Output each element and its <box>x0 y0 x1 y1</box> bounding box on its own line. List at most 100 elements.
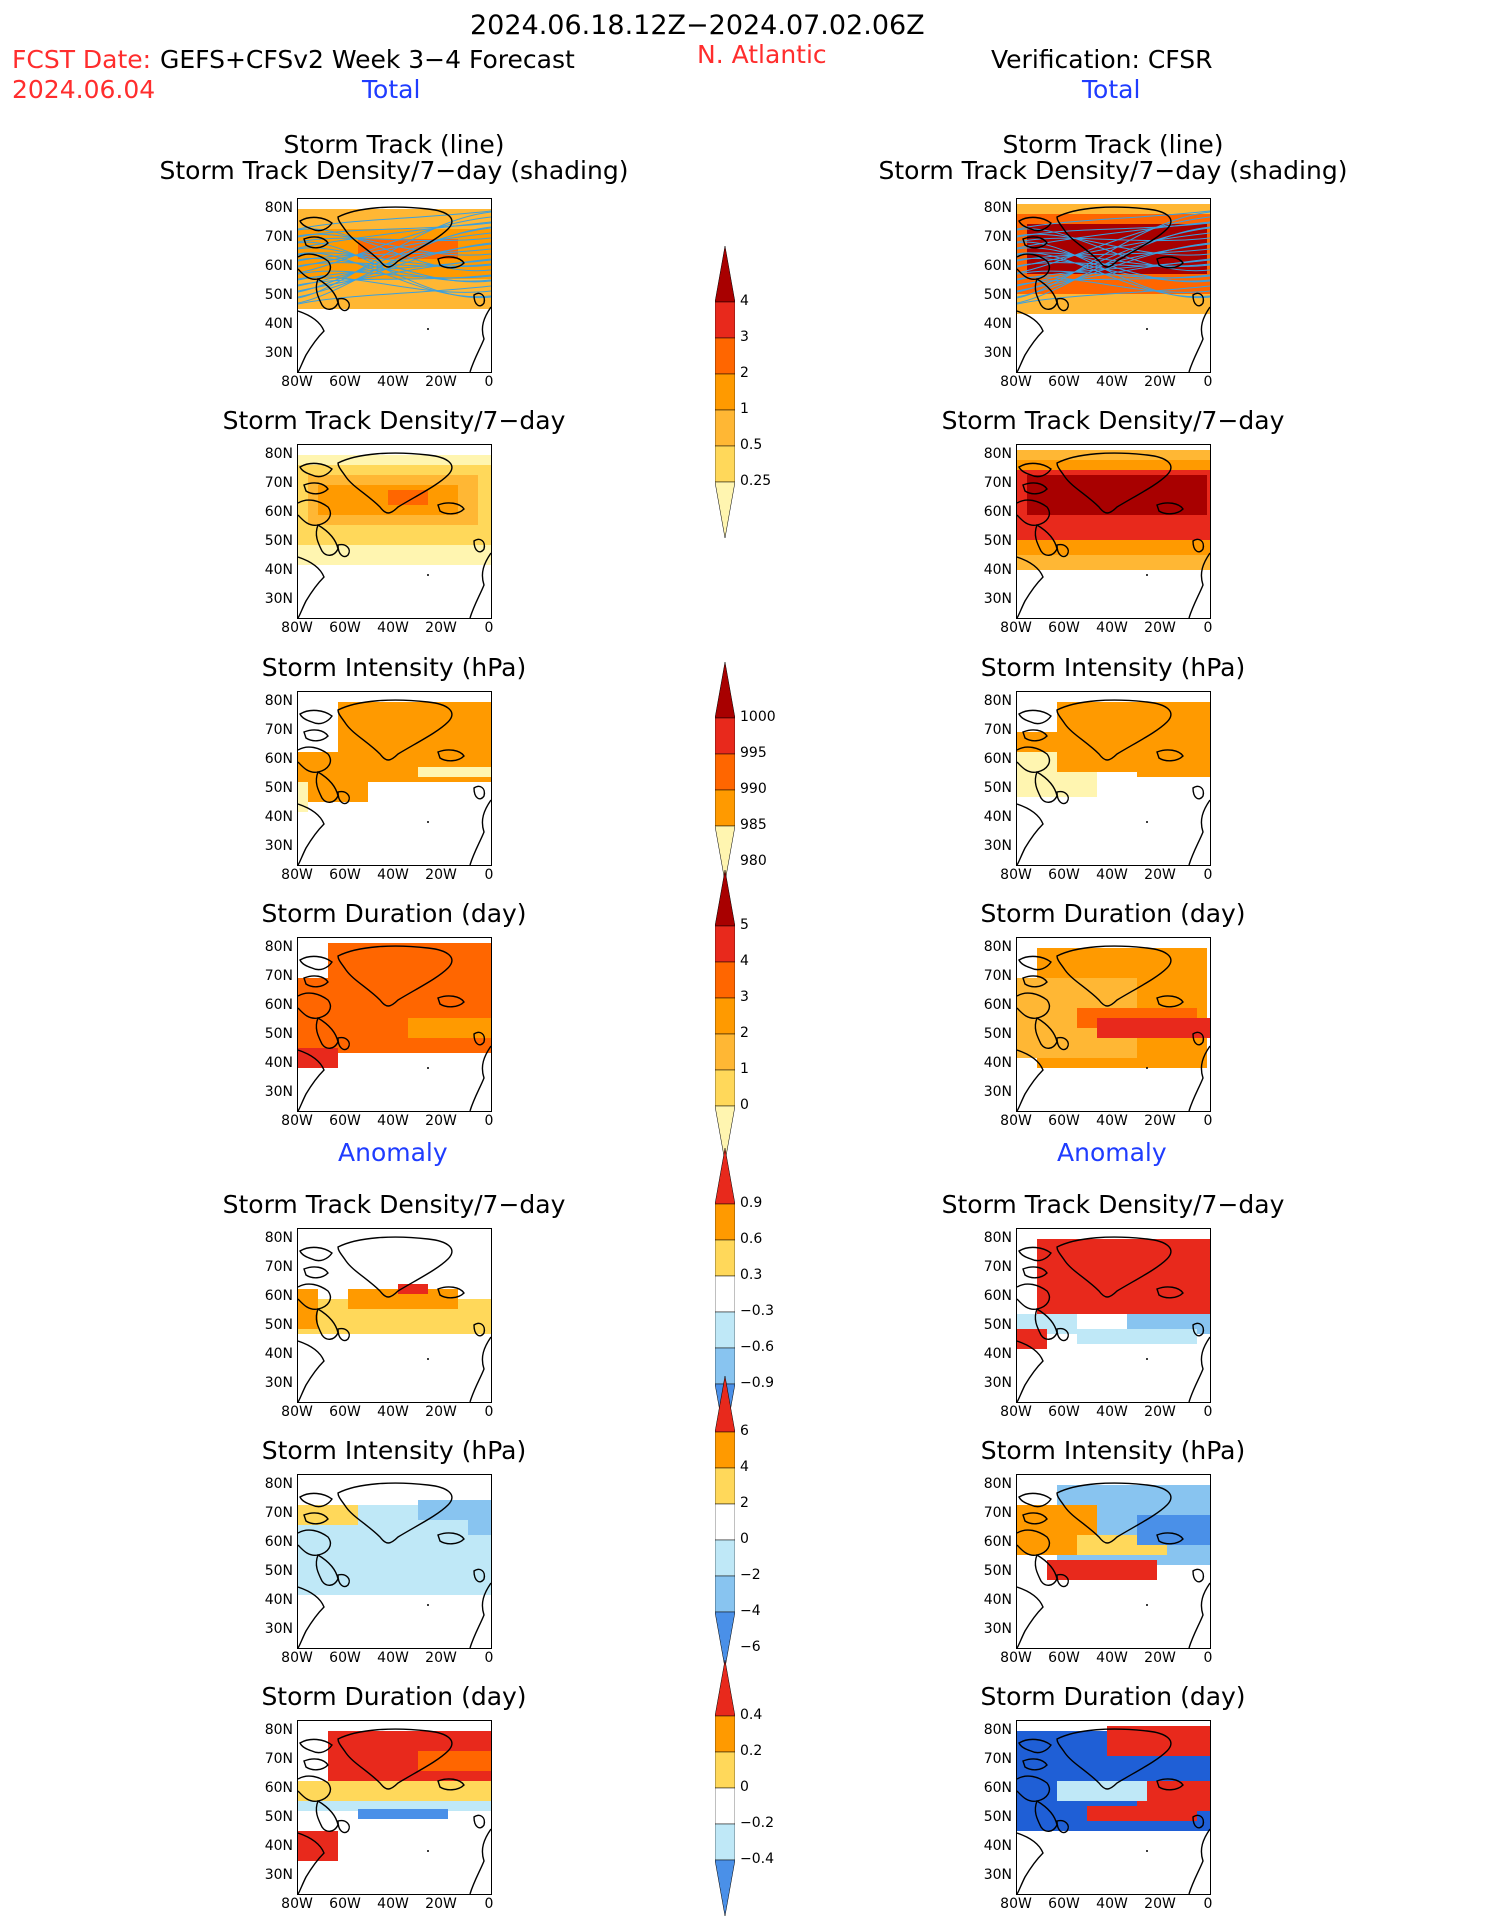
colorbar-tick-label: 1000 <box>740 709 776 725</box>
verification-label: Verification: CFSR <box>991 45 1213 74</box>
colorbar-tick-label: 0.5 <box>740 437 763 453</box>
lon-label: 80W <box>281 1113 313 1129</box>
anomaly-left-heading: Anomaly <box>338 1138 448 1167</box>
lat-label: 60N <box>264 504 293 520</box>
fcst-title-density: Storm Track Density/7−day <box>222 406 566 435</box>
lon-label: 80W <box>281 867 313 883</box>
lat-label: 50N <box>264 1026 293 1042</box>
lon-label: 40W <box>1096 1896 1128 1912</box>
lat-label: 80N <box>983 693 1012 709</box>
lon-label: 0 <box>484 1650 494 1666</box>
verif-map-intensity <box>1016 1474 1211 1649</box>
lat-label: 40N <box>264 809 293 825</box>
lat-label: 50N <box>983 1026 1012 1042</box>
map-canvas <box>1017 1236 1210 1402</box>
lat-label: 50N <box>264 287 293 303</box>
lon-label: 80W <box>1000 1404 1032 1420</box>
lon-label: 60W <box>329 620 361 636</box>
fcst-title-duration: Storm Duration (day) <box>261 899 527 928</box>
lat-label: 80N <box>264 1230 293 1246</box>
lon-label: 40W <box>377 374 409 390</box>
lon-label: 40W <box>1096 620 1128 636</box>
lon-label: 60W <box>329 1896 361 1912</box>
lon-label: 0 <box>1203 1404 1213 1420</box>
lon-label: 0 <box>1203 1896 1213 1912</box>
lat-label: 70N <box>983 475 1012 491</box>
lon-label: 80W <box>1000 1650 1032 1666</box>
lon-label: 0 <box>1203 1113 1213 1129</box>
lon-label: 20W <box>1144 620 1176 636</box>
lat-label: 70N <box>264 229 293 245</box>
lon-label: 80W <box>281 374 313 390</box>
colorbar-tick-label: 990 <box>740 781 767 797</box>
verif-map-density <box>1016 444 1211 619</box>
lat-label: 40N <box>983 1346 1012 1362</box>
colorbar-tick-label: 0.3 <box>740 1267 763 1283</box>
fcst-map-density <box>297 1228 492 1403</box>
colorbar-tick-label: 2 <box>740 1495 749 1511</box>
lat-label: 80N <box>264 200 293 216</box>
colorbar-tick-label: 6 <box>740 1423 749 1439</box>
lat-label: 30N <box>264 591 293 607</box>
region-label: N. Atlantic <box>697 40 827 69</box>
lat-label: 50N <box>983 1317 1012 1333</box>
colorbar-tick-label: 0 <box>740 1779 749 1795</box>
lon-label: 20W <box>1144 1650 1176 1666</box>
verif-map-intensity <box>1016 691 1211 866</box>
lat-label: 50N <box>983 1563 1012 1579</box>
colorbar-tick-label: −0.2 <box>740 1815 774 1831</box>
lat-label: 50N <box>983 533 1012 549</box>
colorbar-tick-label: −4 <box>740 1603 761 1619</box>
lat-label: 80N <box>983 200 1012 216</box>
lon-label: 80W <box>1000 1896 1032 1912</box>
lat-label: 40N <box>264 1346 293 1362</box>
total-left-heading: Total <box>362 75 421 104</box>
lat-label: 30N <box>264 1867 293 1883</box>
total-right-heading: Total <box>1082 75 1141 104</box>
lon-label: 40W <box>377 1896 409 1912</box>
map-canvas <box>1017 699 1210 865</box>
fcst-map-density <box>297 444 492 619</box>
model-label: GEFS+CFSv2 Week 3−4 Forecast <box>160 45 575 74</box>
map-canvas <box>298 1482 491 1648</box>
lon-label: 60W <box>1048 1650 1080 1666</box>
lat-label: 80N <box>264 1722 293 1738</box>
lon-label: 0 <box>484 374 494 390</box>
colorbar-tick-label: 0.6 <box>740 1231 763 1247</box>
fcst-map-intensity <box>297 691 492 866</box>
lon-label: 40W <box>377 1113 409 1129</box>
verif-title-track-shading: Storm Track Density/7−day (shading) <box>878 156 1348 185</box>
lon-label: 60W <box>329 1113 361 1129</box>
lat-label: 30N <box>264 838 293 854</box>
lon-label: 60W <box>1048 1896 1080 1912</box>
fcst-map-intensity <box>297 1474 492 1649</box>
lat-label: 30N <box>983 1084 1012 1100</box>
colorbar-tick-label: 0.9 <box>740 1195 763 1211</box>
lon-label: 60W <box>1048 1404 1080 1420</box>
colorbar-intensity-total: 1000 995 990 985 980 <box>714 661 776 883</box>
lat-label: 40N <box>983 316 1012 332</box>
verif-title-intensity: Storm Intensity (hPa) <box>980 653 1246 682</box>
lon-label: 40W <box>377 620 409 636</box>
map-canvas <box>298 1236 491 1402</box>
lat-label: 80N <box>983 446 1012 462</box>
lat-label: 60N <box>983 504 1012 520</box>
colorbar-duration-anomaly: 0.4 0.2 0 −0.2 −0.4 <box>714 1659 775 1917</box>
verif-map-track_line <box>1016 198 1211 373</box>
lat-label: 70N <box>264 968 293 984</box>
lon-label: 60W <box>329 374 361 390</box>
map-canvas <box>298 206 491 372</box>
colorbar-tick-label: 3 <box>740 329 749 345</box>
lat-label: 50N <box>983 287 1012 303</box>
lat-label: 50N <box>264 780 293 796</box>
lat-label: 60N <box>264 1534 293 1550</box>
verif-title-duration: Storm Duration (day) <box>980 899 1246 928</box>
lat-label: 60N <box>983 997 1012 1013</box>
lat-label: 60N <box>983 751 1012 767</box>
lat-label: 60N <box>264 1780 293 1796</box>
lat-label: 30N <box>983 591 1012 607</box>
lat-label: 70N <box>983 1259 1012 1275</box>
lat-label: 40N <box>264 1838 293 1854</box>
lat-label: 60N <box>983 1534 1012 1550</box>
lon-label: 40W <box>1096 1404 1128 1420</box>
